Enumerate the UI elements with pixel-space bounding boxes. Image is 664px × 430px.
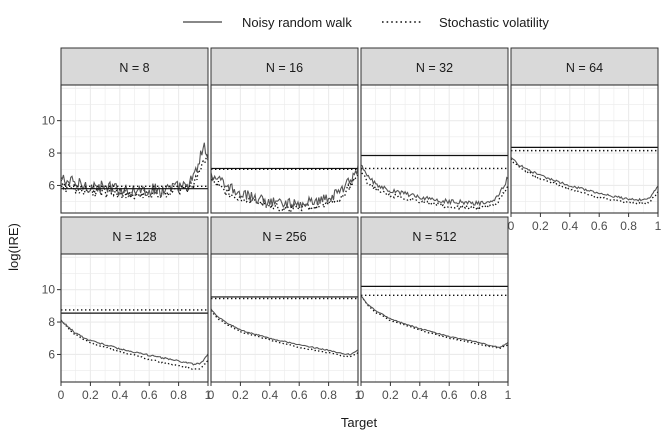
series-noisy-random-walk bbox=[511, 157, 658, 202]
x-tick-label: 0 bbox=[358, 388, 365, 402]
facet-strip bbox=[60, 47, 209, 86]
facet-strip bbox=[60, 216, 209, 255]
x-tick-label: 0.6 bbox=[591, 219, 608, 233]
panel-border bbox=[210, 84, 359, 214]
legend-label-noisy-random-walk: Noisy random walk bbox=[242, 15, 352, 30]
panel-border bbox=[360, 253, 509, 383]
facet-panel: N = 32 bbox=[360, 47, 509, 214]
panel-plot bbox=[361, 285, 508, 349]
y-tick-label: 6 bbox=[48, 178, 55, 192]
facet-strip-label: N = 8 bbox=[119, 61, 149, 75]
x-tick-label: 1 bbox=[205, 388, 212, 402]
panel-plot bbox=[61, 142, 208, 201]
chart-legend: Noisy random walk Stochastic volatility bbox=[183, 15, 549, 30]
facet-panel: N = 256 0 0.2 0.4 0.6 0.8 1 bbox=[208, 216, 362, 402]
x-axis: 0 0.2 0.4 0.6 0.8 1 bbox=[358, 382, 512, 402]
facet-strip-label: N = 128 bbox=[112, 230, 156, 244]
facet-panel: N = 512 0 0.2 0.4 0.6 0.8 1 bbox=[358, 216, 512, 402]
facet-strip-label: N = 16 bbox=[266, 61, 303, 75]
panel-border bbox=[60, 84, 209, 214]
y-tick-label: 8 bbox=[48, 315, 55, 329]
y-axis: 6 8 10 bbox=[42, 114, 61, 192]
x-tick-label: 0.4 bbox=[261, 388, 278, 402]
y-tick-label: 8 bbox=[48, 146, 55, 160]
x-tick-label: 1 bbox=[505, 388, 512, 402]
y-axis: 6 8 10 bbox=[42, 283, 61, 361]
x-tick-label: 0 bbox=[58, 388, 65, 402]
facet-strip bbox=[510, 47, 659, 86]
x-tick-label: 0.2 bbox=[532, 219, 549, 233]
x-axis-title: Target bbox=[341, 415, 378, 430]
panel-plot bbox=[211, 165, 358, 213]
x-tick-label: 0.4 bbox=[411, 388, 428, 402]
x-tick-label: 0.6 bbox=[291, 388, 308, 402]
facet-panel: N = 16 bbox=[210, 47, 359, 214]
x-tick-label: 0.6 bbox=[141, 388, 158, 402]
facet-panel: N = 64 0 0.2 0.4 0.6 0.8 1 bbox=[508, 47, 662, 233]
panel-plot bbox=[361, 154, 508, 212]
facet-panel: N = 128 6 8 10 0 0.2 0.4 0.6 0.8 1 bbox=[42, 216, 212, 402]
series-noisy-random-walk bbox=[61, 319, 208, 366]
panel-plot bbox=[211, 296, 358, 358]
x-tick-label: 1 bbox=[355, 388, 362, 402]
x-tick-label: 0 bbox=[508, 219, 515, 233]
series-stochastic-volatility bbox=[61, 153, 208, 201]
x-tick-label: 0.2 bbox=[382, 388, 399, 402]
x-axis: 0 0.2 0.4 0.6 0.8 1 bbox=[508, 213, 662, 233]
y-tick-label: 10 bbox=[42, 114, 56, 128]
facet-strip-label: N = 256 bbox=[262, 230, 306, 244]
x-tick-label: 0.8 bbox=[620, 219, 637, 233]
y-axis-title: log(IRE) bbox=[6, 223, 21, 271]
series-noisy-random-walk bbox=[361, 295, 508, 349]
series-stochastic-volatility bbox=[211, 309, 358, 358]
facet-strip bbox=[210, 47, 359, 86]
x-axis: 0 0.2 0.4 0.6 0.8 1 bbox=[208, 382, 362, 402]
x-tick-label: 0.2 bbox=[82, 388, 99, 402]
panel-border bbox=[510, 84, 659, 214]
series-noisy-random-walk bbox=[211, 165, 358, 210]
x-tick-label: 0.4 bbox=[111, 388, 128, 402]
x-axis: 0 0.2 0.4 0.6 0.8 1 bbox=[58, 382, 212, 402]
x-tick-label: 0.8 bbox=[170, 388, 187, 402]
panel-plot bbox=[61, 309, 208, 370]
series-noisy-random-walk bbox=[361, 164, 508, 207]
panel-plot bbox=[511, 146, 658, 206]
facet-panel: N = 8 6 8 10 bbox=[42, 47, 209, 214]
x-tick-label: 0.8 bbox=[470, 388, 487, 402]
legend-label-stochastic-volatility: Stochastic volatility bbox=[439, 15, 549, 30]
x-tick-label: 0.4 bbox=[561, 219, 578, 233]
series-noisy-random-walk bbox=[211, 308, 358, 356]
series-stochastic-volatility bbox=[511, 158, 658, 206]
x-tick-label: 1 bbox=[655, 219, 662, 233]
facet-strip-label: N = 32 bbox=[416, 61, 453, 75]
facet-strip bbox=[210, 216, 359, 255]
facet-strip-label: N = 64 bbox=[566, 61, 603, 75]
y-tick-label: 6 bbox=[48, 347, 55, 361]
series-stochastic-volatility bbox=[61, 319, 208, 370]
panel-border bbox=[210, 253, 359, 383]
panel-border bbox=[60, 253, 209, 383]
x-tick-label: 0 bbox=[208, 388, 215, 402]
x-tick-label: 0.2 bbox=[232, 388, 249, 402]
x-tick-label: 0.6 bbox=[441, 388, 458, 402]
facet-strip-label: N = 512 bbox=[412, 230, 456, 244]
panel-border bbox=[360, 84, 509, 214]
y-tick-label: 10 bbox=[42, 283, 56, 297]
series-noisy-random-walk bbox=[61, 142, 208, 198]
x-tick-label: 0.8 bbox=[320, 388, 337, 402]
